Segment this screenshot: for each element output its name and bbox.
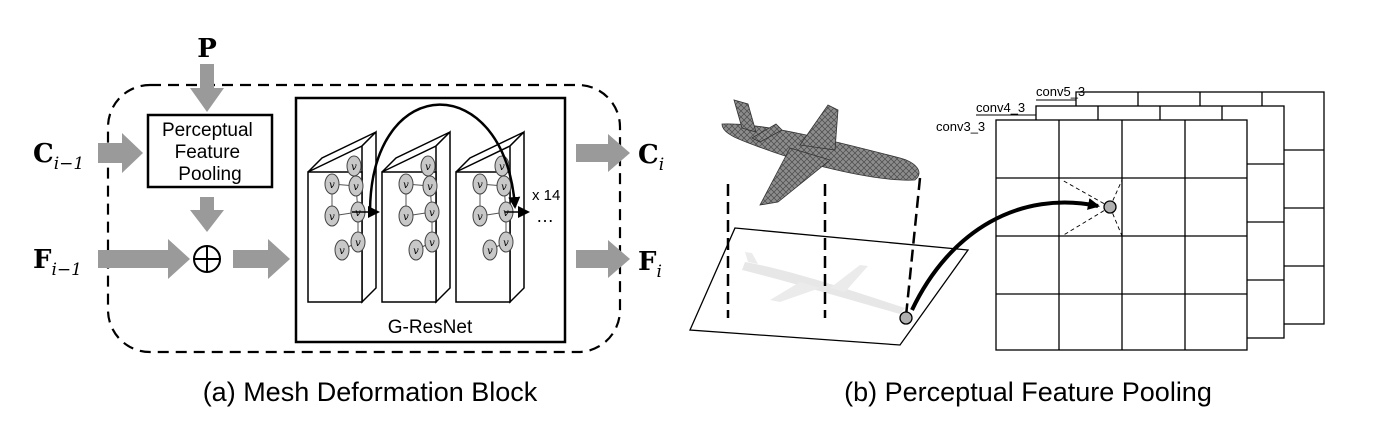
graph-vertex-label: v [503, 238, 509, 249]
c-input-arrow [98, 133, 143, 173]
graph-vertex-label: v [329, 212, 335, 223]
layer-label-conv5-3: conv5_3 [1036, 84, 1085, 99]
graph-vertex-label: v [355, 238, 361, 249]
projected-point [899, 311, 913, 325]
plus-to-resnet-arrow [233, 239, 290, 279]
pool-to-plus-arrow [190, 197, 224, 232]
output-c-label: Ci [638, 140, 664, 175]
graph-vertex-label: v [429, 238, 435, 249]
projection-arrow [910, 198, 1100, 311]
graph-vertex [472, 205, 488, 227]
graph-vertex-label: v [429, 208, 435, 219]
ellipsis: … [536, 206, 554, 226]
graph-vertex [398, 205, 414, 227]
graph-vertex-label: v [351, 162, 357, 173]
graph-vertex-label: v [329, 180, 335, 191]
input-c-label: Ci−1 [33, 139, 84, 174]
graph-vertex-label: v [403, 180, 409, 191]
caption-a: (a) Mesh Deformation Block [203, 377, 538, 407]
graph-vertex-label: v [499, 162, 505, 173]
graph-vertex-label: v [427, 182, 433, 193]
graph-vertex [482, 239, 498, 261]
graph-vertex-label: v [403, 212, 409, 223]
layer-label-conv3-3: conv3_3 [936, 119, 985, 134]
graph-vertex-label: v [487, 246, 493, 257]
graph-vertex-label: v [425, 162, 431, 173]
graph-vertex [472, 173, 488, 195]
graph-vertex [350, 231, 366, 253]
graph-vertex-label: v [477, 212, 483, 223]
graph-vertex [422, 175, 438, 197]
graph-vertex [324, 205, 340, 227]
graph-vertex-label: v [501, 182, 507, 193]
skip-connection-arrow [368, 103, 521, 211]
layer-label-conv4-3: conv4_3 [976, 100, 1025, 115]
graph-vertex [424, 231, 440, 253]
projection-line-3 [904, 177, 922, 317]
input-p-label: P [197, 34, 217, 64]
g-resnet-label: G-ResNet [388, 317, 473, 338]
output-f-label: Fi [638, 247, 662, 282]
graph-vertex-label: v [355, 208, 361, 219]
pooling-box [146, 113, 274, 189]
graph-vertex [398, 173, 414, 195]
f-output-arrow [576, 240, 630, 278]
image-plane [689, 227, 970, 346]
pooling-label: Perceptual Feature Pooling [162, 120, 258, 185]
graph-vertex [334, 239, 350, 261]
graph-vertex [348, 175, 364, 197]
graph-vertex-label: v [413, 246, 419, 257]
p-arrow [190, 64, 224, 112]
graph-vertex-label: v [503, 208, 509, 219]
graph-vertex [408, 239, 424, 261]
circled-plus-icon [193, 245, 221, 273]
airplane-image-icon [742, 252, 905, 314]
graph-vertex-label: v [477, 180, 483, 191]
graph-vertex [324, 173, 340, 195]
deformation-block-border [106, 83, 622, 354]
bilinear-lines [1061, 179, 1123, 237]
graph-vertex [424, 201, 440, 223]
graph-vertex [498, 231, 514, 253]
airplane-mesh-icon [721, 99, 920, 206]
c-output-arrow [576, 134, 630, 172]
caption-b: (b) Perceptual Feature Pooling [844, 377, 1212, 407]
panel-a: P Perceptual Feature Pooling Ci−1 Fi−1 G… [33, 34, 664, 407]
panel-b: conv5_3 conv4_3 conv3_3 (b) Perceptual F… [689, 84, 1325, 407]
feature-sample-point [1103, 200, 1117, 214]
graph-vertex-label: v [353, 182, 359, 193]
graph-vertex-label: v [339, 246, 345, 257]
graph-vertex [496, 175, 512, 197]
f-input-arrow [98, 239, 190, 279]
input-f-label: Fi−1 [33, 245, 82, 280]
repeat-label: x 14 [532, 187, 560, 204]
